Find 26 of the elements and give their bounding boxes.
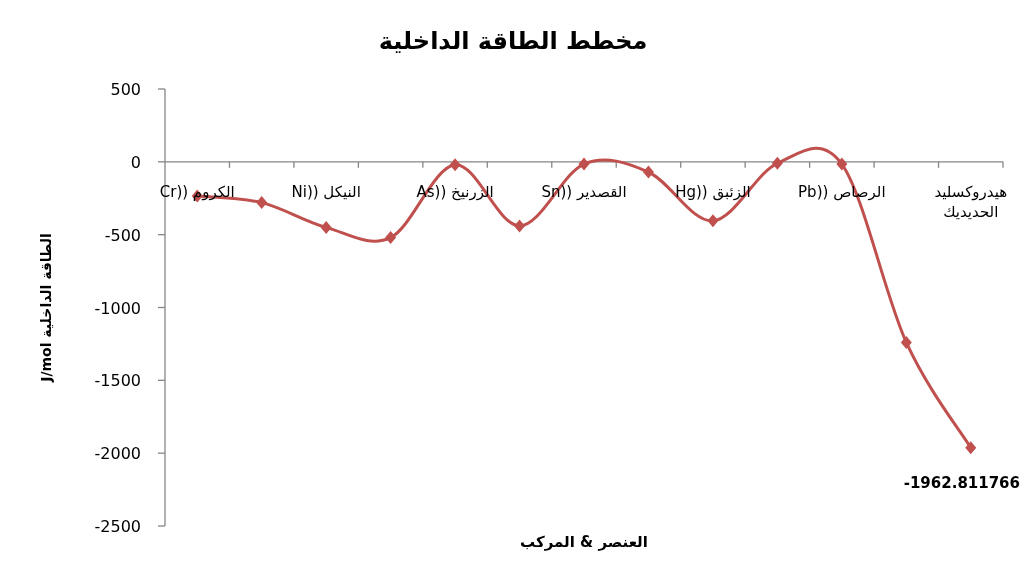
point: [449, 158, 461, 172]
y-tick-label: -500: [104, 225, 141, 245]
point: [256, 196, 268, 210]
x-axis-title: العنصر & المركب: [520, 533, 648, 551]
point: [965, 441, 977, 455]
y-tick-label: -1000: [94, 298, 141, 318]
point: [514, 219, 526, 233]
point: [836, 157, 848, 171]
chart-title: مخطط الطاقة الداخلية: [378, 27, 648, 55]
point: [578, 157, 590, 171]
point: [642, 165, 654, 179]
y-axis-title: الطاقة الداخلية J/mol: [38, 233, 54, 383]
point: [385, 231, 397, 245]
data-label: -1962.811766: [903, 473, 1020, 492]
x-tick-label: الكروم ((Cr: [159, 182, 235, 201]
point: [900, 335, 912, 349]
y-tick-label: 500: [110, 80, 141, 99]
y-tick-label: 0: [130, 152, 141, 172]
x-tick-label: هيدروكسليد الحديديك: [934, 182, 1008, 221]
y-tick-label: -2000: [94, 444, 141, 464]
x-tick-label: النيكل ((Ni: [291, 182, 361, 201]
point: [707, 214, 719, 228]
y-tick-label: -2500: [94, 517, 141, 536]
y-tick-label: -1500: [94, 371, 141, 391]
point: [771, 156, 783, 170]
point: [320, 220, 332, 234]
